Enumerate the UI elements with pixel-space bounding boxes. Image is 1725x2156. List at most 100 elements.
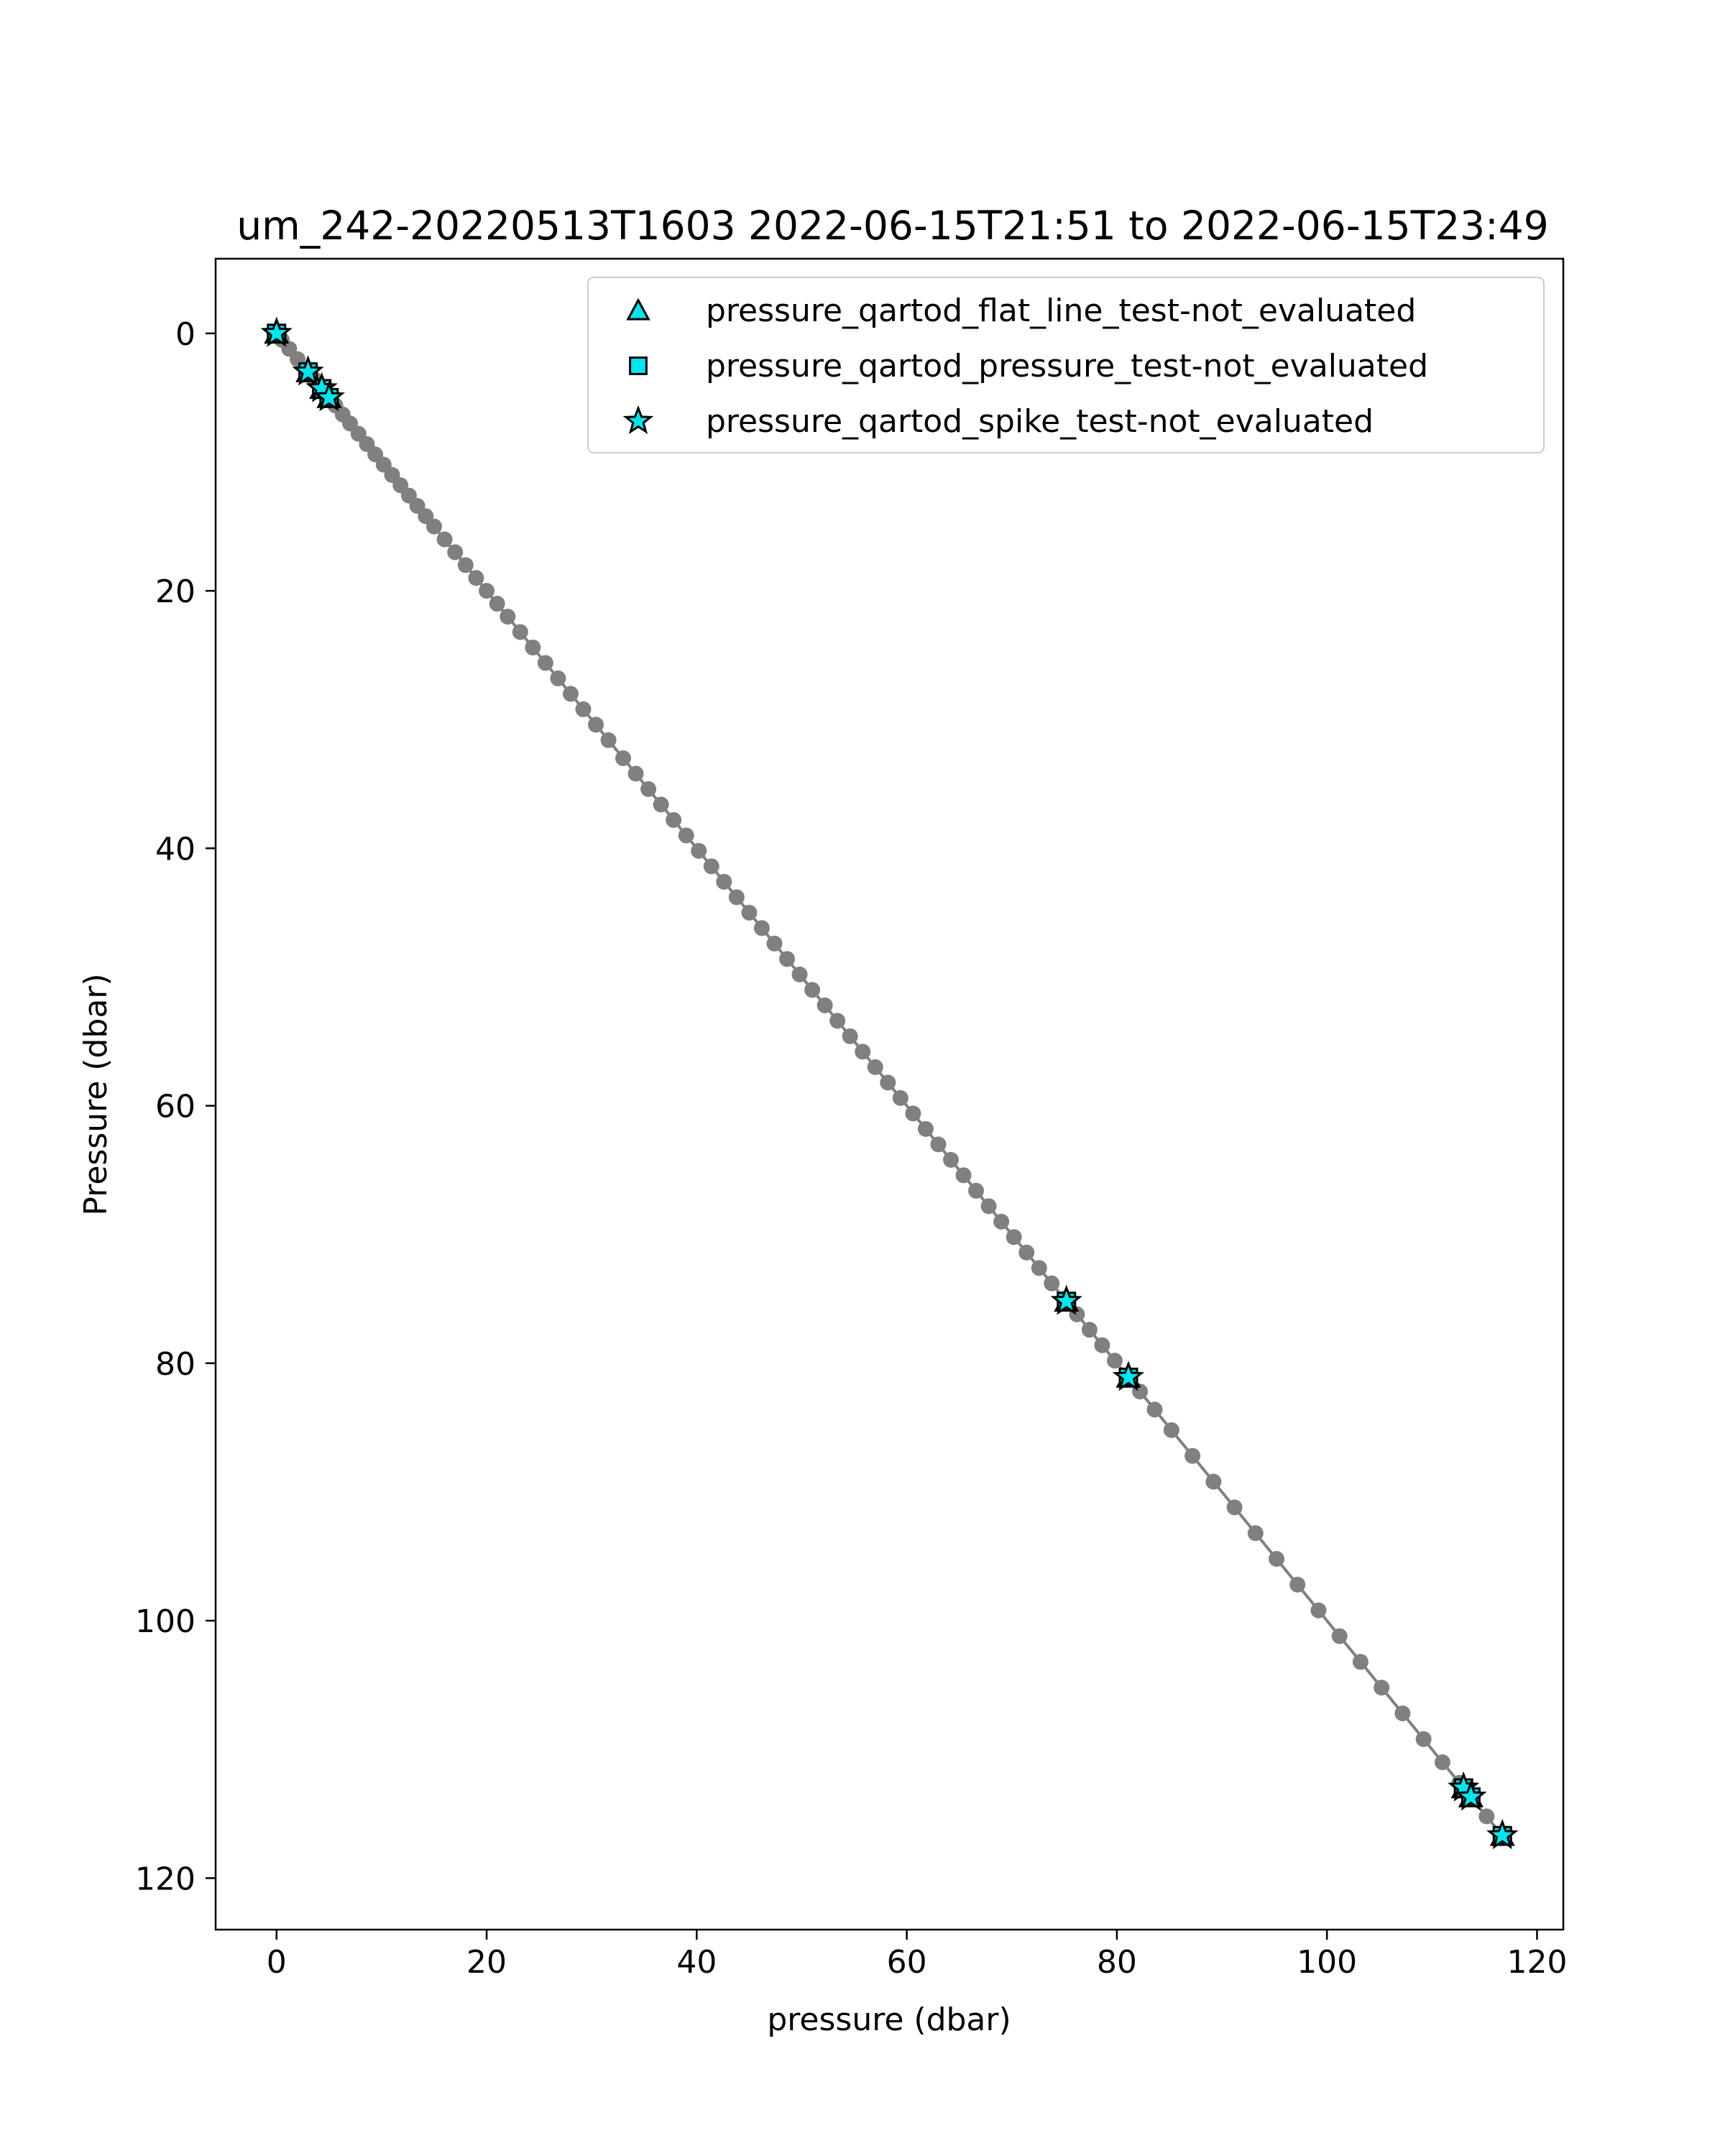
data-point — [980, 1198, 997, 1215]
x-tick-label: 100 — [1297, 1944, 1357, 1981]
data-point — [426, 518, 442, 535]
data-point — [512, 624, 528, 640]
data-point — [766, 935, 783, 952]
data-point — [436, 531, 453, 548]
x-axis-label: pressure (dbar) — [767, 2001, 1011, 2038]
data-point — [804, 982, 821, 998]
data-point — [600, 732, 617, 748]
data-point — [1106, 1353, 1123, 1369]
data-point — [1205, 1473, 1222, 1490]
y-axis-label: Pressure (dbar) — [78, 973, 114, 1215]
data-point — [653, 796, 669, 813]
data-point — [1247, 1525, 1264, 1542]
data-point — [791, 966, 808, 982]
data-point — [892, 1089, 908, 1106]
data-point — [1163, 1422, 1179, 1439]
data-point — [562, 686, 579, 702]
x-tick-label: 40 — [676, 1944, 717, 1981]
data-point — [1018, 1244, 1035, 1261]
x-tick-label: 60 — [887, 1944, 927, 1981]
data-point — [525, 639, 541, 655]
data-point — [703, 858, 719, 875]
data-point — [816, 997, 833, 1013]
data-point — [1289, 1576, 1306, 1593]
data-point — [779, 951, 796, 967]
data-point — [1184, 1447, 1201, 1464]
data-point — [1352, 1654, 1368, 1670]
data-point — [855, 1044, 871, 1060]
data-point — [479, 583, 495, 599]
data-point — [489, 596, 505, 612]
data-point — [1434, 1754, 1450, 1771]
data-point — [917, 1120, 934, 1137]
data-point — [1226, 1499, 1243, 1516]
data-point — [842, 1028, 858, 1044]
star-marker — [260, 316, 293, 347]
star-marker — [292, 355, 324, 386]
y-tick-label: 120 — [135, 1861, 196, 1897]
data-point — [1094, 1337, 1110, 1353]
data-point — [930, 1136, 947, 1153]
points-layer — [268, 325, 1511, 1844]
star-marker — [313, 381, 345, 412]
data-point — [955, 1167, 972, 1184]
legend-label: pressure_qartod_pressure_test-not_evalua… — [706, 348, 1428, 384]
data-point — [968, 1182, 985, 1199]
data-point — [867, 1059, 883, 1075]
data-point — [447, 544, 464, 561]
plot-area — [214, 257, 1565, 1931]
chart-title: um_242-20220513T1603 2022-06-15T21:51 to… — [236, 203, 1548, 249]
data-point — [1478, 1808, 1495, 1825]
data-point — [905, 1105, 921, 1122]
data-point — [1146, 1401, 1163, 1418]
data-point — [575, 701, 592, 717]
data-point — [588, 717, 604, 733]
data-point — [829, 1013, 846, 1029]
legend-square-marker — [629, 356, 648, 375]
data-point — [728, 889, 745, 906]
data-point — [880, 1074, 896, 1091]
y-tick-label: 20 — [155, 573, 196, 610]
data-point — [1081, 1322, 1098, 1338]
legend-star-marker — [622, 405, 654, 435]
legend-triangle-marker — [626, 298, 650, 321]
x-tick-label: 80 — [1097, 1944, 1137, 1981]
plot-frame — [214, 257, 1565, 1931]
data-point — [457, 557, 474, 573]
star-marker — [1050, 1284, 1082, 1315]
y-tick-label: 0 — [175, 316, 196, 353]
data-point — [1031, 1260, 1047, 1276]
data-point — [550, 670, 566, 686]
data-point — [666, 811, 682, 828]
data-point — [468, 570, 484, 586]
data-point — [627, 765, 644, 782]
y-axis: 0 20 40 60 80 100 120 — [135, 316, 216, 1897]
star-marker — [1455, 1780, 1487, 1811]
data-point — [678, 827, 694, 844]
data-point — [1310, 1602, 1327, 1618]
x-axis: 0 20 40 60 80 100 120 — [267, 1930, 1567, 1981]
data-point — [993, 1213, 1010, 1230]
legend-items: pressure_qartod_flat_line_test-not_evalu… — [622, 292, 1428, 440]
data-point — [1374, 1680, 1390, 1696]
x-tick-label: 20 — [466, 1944, 507, 1981]
data-point — [640, 780, 657, 797]
data-point — [942, 1151, 959, 1168]
data-point — [1331, 1628, 1348, 1644]
legend: pressure_qartod_flat_line_test-not_evalu… — [587, 277, 1545, 453]
data-point — [741, 904, 758, 921]
data-point — [691, 842, 707, 859]
data-point — [1044, 1275, 1060, 1291]
y-tick-label: 80 — [155, 1346, 196, 1383]
legend-label: pressure_qartod_flat_line_test-not_evalu… — [706, 292, 1416, 329]
x-tick-label: 120 — [1506, 1944, 1567, 1981]
x-tick-label: 0 — [267, 1944, 287, 1981]
data-point — [716, 873, 732, 890]
data-point — [537, 655, 553, 671]
legend-label: pressure_qartod_spike_test-not_evaluated — [706, 403, 1374, 440]
markers-layer — [260, 316, 1519, 1850]
data-point — [1006, 1229, 1022, 1245]
data-point — [1394, 1705, 1411, 1722]
data-point — [1269, 1551, 1285, 1567]
data-point — [1415, 1731, 1432, 1747]
